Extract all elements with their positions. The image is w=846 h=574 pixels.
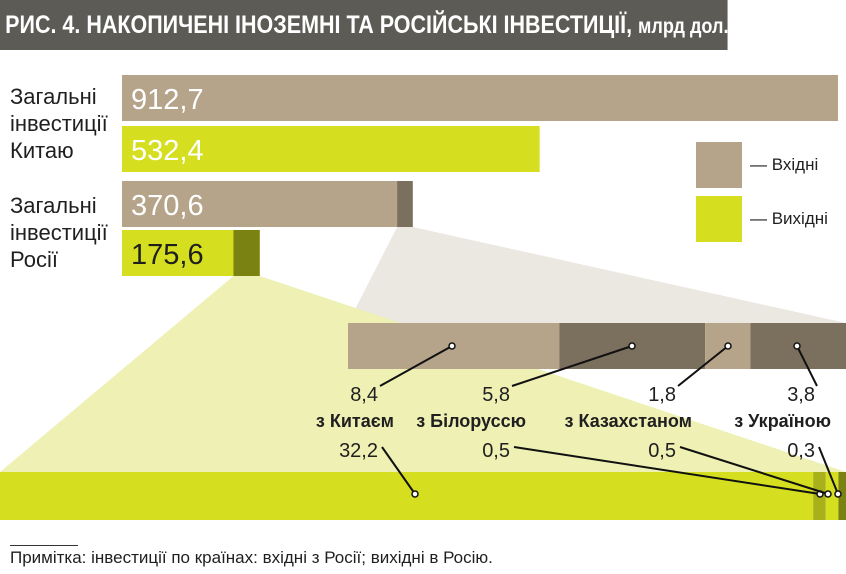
outflow-country-segment: [825, 472, 839, 520]
country-name-label: з Казахстаном: [565, 411, 692, 431]
legend-swatch: [696, 142, 742, 188]
russia-outflow-country-slice: [233, 230, 260, 276]
outflow-breakdown-funnel: [0, 276, 846, 472]
outflow-leader-line: [381, 446, 416, 495]
outflow-country-segment: [0, 472, 814, 520]
inflow-country-value: 3,8: [787, 384, 815, 406]
note-divider: [10, 545, 78, 546]
outflow-leader-dot: [411, 490, 419, 498]
inflow-leader-line: [511, 345, 633, 387]
title-text: РИС. 4. НАКОПИЧЕНІ ІНОЗЕМНІ ТА РОСІЙСЬКІ…: [5, 11, 633, 39]
outflow-country-value: 32,2: [339, 440, 378, 462]
legend-label: — Вихідні: [750, 209, 828, 228]
group-label-line: Китаю: [10, 138, 74, 163]
inflow-leader-line: [796, 345, 818, 387]
outflow-bar: [122, 126, 540, 172]
chart-title: РИС. 4. НАКОПИЧЕНІ ІНОЗЕМНІ ТА РОСІЙСЬКІ…: [0, 0, 728, 50]
outflow-country-value: 0,3: [787, 440, 815, 462]
group-label-line: Загальні: [10, 193, 97, 218]
outflow-leader-line: [513, 446, 821, 495]
outflow-country-value: 0,5: [648, 440, 676, 462]
country-name-label: з Україною: [734, 411, 831, 431]
inflow-bar: [122, 75, 838, 121]
outflow-leader-dot: [824, 490, 832, 498]
outflow-value-label: 175,6: [131, 239, 204, 271]
legend-label: — Вхідні: [750, 155, 818, 174]
inflow-breakdown-funnel: [348, 227, 846, 323]
country-name-label: з Китаєм: [316, 411, 394, 431]
inflow-value-label: 912,7: [131, 84, 204, 116]
group-label-line: інвестиції: [10, 111, 108, 136]
outflow-leader-line: [818, 446, 839, 495]
group-label-line: Росії: [10, 247, 58, 272]
note-text: Примітка: інвестиції по країнах: вхідні …: [10, 548, 493, 567]
country-name-label: з Білоруссю: [416, 411, 526, 431]
title-unit: млрд дол.: [638, 15, 729, 38]
outflow-value-label: 532,4: [131, 135, 204, 167]
legend-swatch: [696, 196, 742, 242]
inflow-leader-dot: [448, 342, 456, 350]
inflow-country-value: 5,8: [482, 384, 510, 406]
outflow-leader-line: [679, 446, 829, 495]
outflow-country-value: 0,5: [482, 440, 510, 462]
russia-inflow-country-slice: [397, 181, 413, 227]
inflow-leader-line: [677, 345, 729, 387]
outflow-leader-dot: [834, 490, 842, 498]
inflow-leader-dot: [724, 342, 732, 350]
inflow-bar: [122, 181, 413, 227]
group-label-russia: Загальні інвестиції Росії: [10, 192, 108, 273]
inflow-country-value: 8,4: [350, 384, 378, 406]
group-label-china: Загальні інвестиції Китаю: [10, 83, 108, 164]
inflow-leader-dot: [793, 342, 801, 350]
inflow-leader-dot: [628, 342, 636, 350]
group-label-line: інвестиції: [10, 220, 108, 245]
inflow-country-value: 1,8: [648, 384, 676, 406]
group-label-line: Загальні: [10, 84, 97, 109]
inflow-value-label: 370,6: [131, 190, 204, 222]
outflow-country-segment: [838, 472, 846, 520]
inflow-leader-line: [379, 345, 453, 387]
